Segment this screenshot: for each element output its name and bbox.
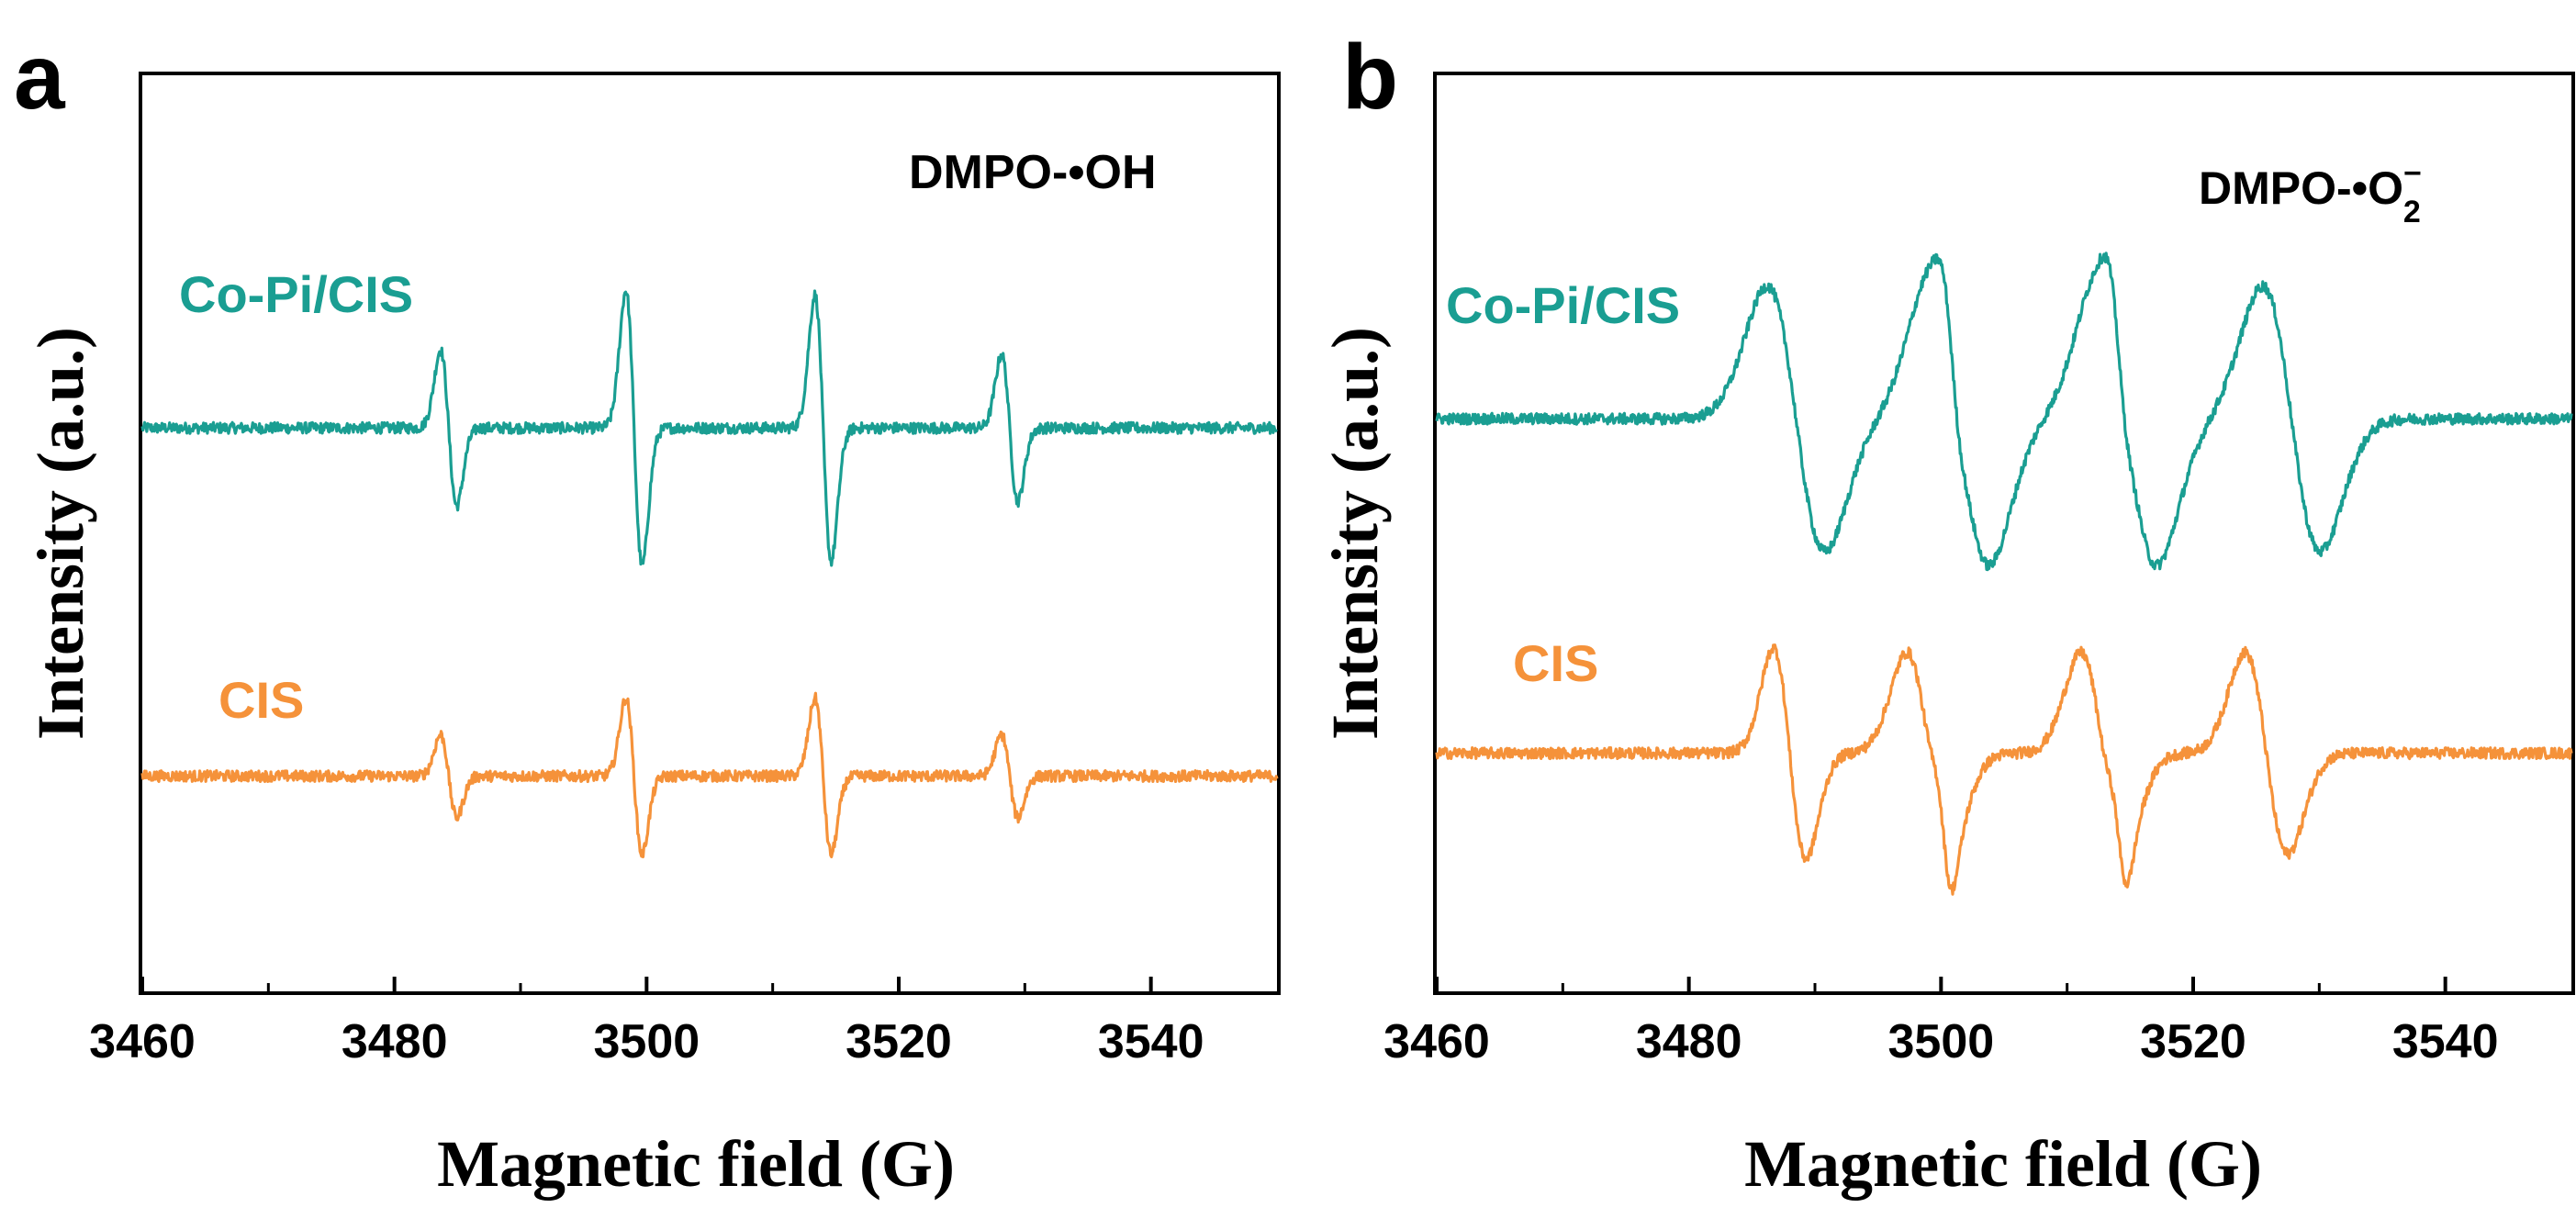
species-label-b-base: DMPO-•O — [2199, 162, 2403, 214]
x-tick-label: 3540 — [1098, 1015, 1204, 1068]
y-axis-title-a: Intensity (a.u.) — [24, 327, 97, 740]
x-tick-label: 3500 — [1887, 1015, 1994, 1068]
x-axis-title-b: Magnetic field (G) — [1744, 1127, 2262, 1201]
x-tick-label: 3480 — [1636, 1015, 1742, 1068]
species-label-a: DMPO-•OH — [909, 146, 1157, 199]
traces-b — [1435, 252, 2573, 896]
x-axis-title-a: Magnetic field (G) — [437, 1127, 955, 1201]
series-label-copi-cis-b: Co-Pi/CIS — [1446, 276, 1680, 334]
x-tick-label: 3460 — [1383, 1015, 1490, 1068]
x-tick-label: 3540 — [2392, 1015, 2499, 1068]
x-ticks-a: 3460 3480 3500 3520 3540 — [89, 977, 1204, 1068]
y-axis-title-b: Intensity (a.u.) — [1318, 327, 1392, 740]
panel-a: a 3460 3480 3500 3520 3540 DMPO-•OH Co-Pi/CI… — [14, 26, 1281, 1201]
x-ticks-b: 3460 3480 3500 3520 3540 — [1383, 977, 2499, 1068]
series-line-co-pi-cis — [140, 289, 1278, 567]
series-label-cis-a: CIS — [218, 671, 304, 729]
x-tick-label: 3520 — [846, 1015, 952, 1068]
series-label-cis-b: CIS — [1513, 634, 1598, 692]
plot-frame-b — [1433, 72, 2575, 995]
traces-a — [140, 289, 1279, 859]
x-tick-label: 3520 — [2140, 1015, 2246, 1068]
plot-frame-a — [139, 72, 1281, 995]
species-label-b: DMPO-•O− 2 — [2199, 156, 2422, 229]
x-tick-label: 3500 — [593, 1015, 700, 1068]
series-line-co-pi-cis — [1435, 252, 2573, 572]
species-label-b-superscript: − — [2403, 156, 2422, 191]
species-label-b-subscript: 2 — [2403, 195, 2421, 229]
series-line-cis — [140, 691, 1279, 859]
panel-b: b 3460 3480 3500 3520 3540 DMPO-•O− 2 Co-Pi/C… — [1318, 26, 2575, 1201]
panel-letter-a: a — [14, 26, 66, 129]
series-label-copi-cis-a: Co-Pi/CIS — [179, 265, 413, 323]
panel-letter-b: b — [1342, 26, 1398, 129]
series-line-cis — [1435, 643, 2573, 896]
x-tick-label: 3460 — [89, 1015, 196, 1068]
x-tick-label: 3480 — [342, 1015, 448, 1068]
